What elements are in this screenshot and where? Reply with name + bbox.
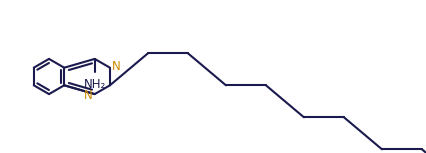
Text: N: N bbox=[84, 89, 93, 102]
Text: NH₂: NH₂ bbox=[83, 78, 106, 91]
Text: N: N bbox=[112, 60, 121, 73]
